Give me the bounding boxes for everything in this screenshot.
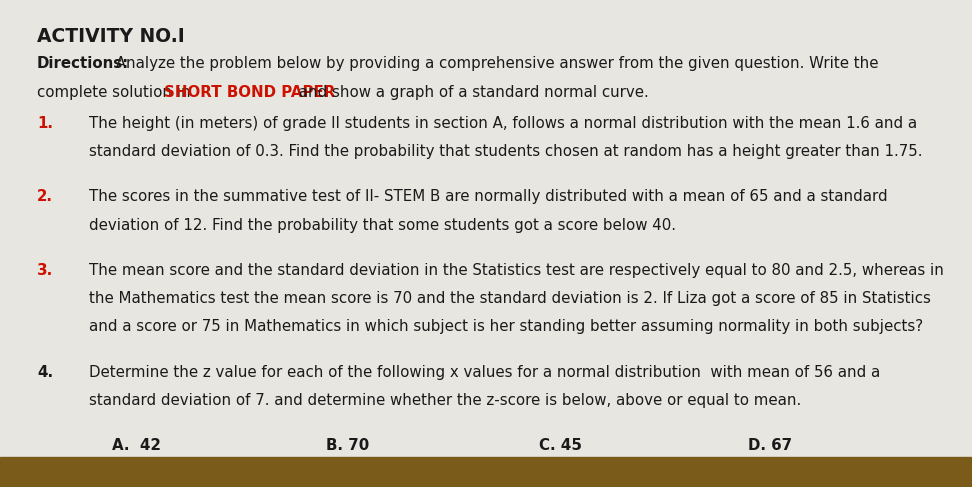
Text: D. 67: D. 67 <box>748 438 792 453</box>
Text: The scores in the summative test of II- STEM B are normally distributed with a m: The scores in the summative test of II- … <box>89 189 888 205</box>
Text: standard deviation of 0.3. Find the probability that students chosen at random h: standard deviation of 0.3. Find the prob… <box>89 144 923 159</box>
Text: Determine the z value for each of the following x values for a normal distributi: Determine the z value for each of the fo… <box>89 365 881 380</box>
Text: and a score or 75 in Mathematics in which subject is her standing better assumin: and a score or 75 in Mathematics in whic… <box>89 319 923 335</box>
Text: Directions:: Directions: <box>37 56 129 72</box>
Text: standard deviation of 7. and determine whether the z-score is below, above or eq: standard deviation of 7. and determine w… <box>89 393 802 408</box>
Text: ACTIVITY NO.I: ACTIVITY NO.I <box>37 27 185 46</box>
Text: 2.: 2. <box>37 189 52 205</box>
Bar <box>0 457 972 487</box>
Text: B. 70: B. 70 <box>326 438 368 453</box>
Text: 1.: 1. <box>37 116 52 131</box>
Text: 4.: 4. <box>37 365 53 380</box>
Text: and show a graph of a standard normal curve.: and show a graph of a standard normal cu… <box>294 85 648 100</box>
Text: Analyze the problem below by providing a comprehensive answer from the given que: Analyze the problem below by providing a… <box>111 56 879 72</box>
Text: deviation of 12. Find the probability that some students got a score below 40.: deviation of 12. Find the probability th… <box>89 218 677 233</box>
Text: The height (in meters) of grade II students in section A, follows a normal distr: The height (in meters) of grade II stude… <box>89 116 918 131</box>
Text: complete solution in: complete solution in <box>37 85 195 100</box>
Text: 3.: 3. <box>37 263 53 278</box>
Text: C. 45: C. 45 <box>539 438 582 453</box>
Text: the Mathematics test the mean score is 70 and the standard deviation is 2. If Li: the Mathematics test the mean score is 7… <box>89 291 931 306</box>
Text: The mean score and the standard deviation in the Statistics test are respectivel: The mean score and the standard deviatio… <box>89 263 945 278</box>
Text: SHORT BOND PAPER: SHORT BOND PAPER <box>164 85 335 100</box>
Text: A.  42: A. 42 <box>112 438 160 453</box>
